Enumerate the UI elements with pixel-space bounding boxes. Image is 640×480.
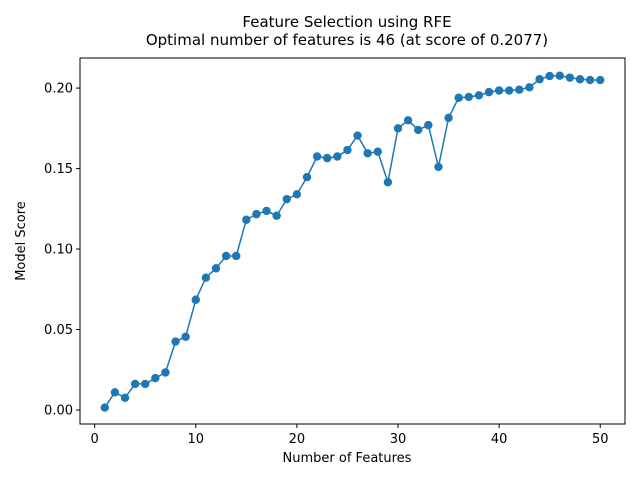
score-point bbox=[151, 373, 160, 383]
x-tick-label: 10 bbox=[188, 432, 205, 447]
score-point bbox=[282, 194, 291, 204]
score-point bbox=[262, 206, 271, 216]
score-point bbox=[323, 153, 332, 163]
score-point bbox=[181, 332, 190, 341]
score-point bbox=[312, 152, 322, 161]
score-point bbox=[232, 251, 241, 261]
score-point bbox=[272, 211, 281, 220]
x-tick-label: 30 bbox=[390, 432, 407, 447]
score-point bbox=[171, 337, 180, 346]
plot-frame bbox=[79, 57, 626, 425]
score-point bbox=[585, 75, 595, 85]
score-point bbox=[403, 116, 413, 125]
score-point bbox=[383, 178, 393, 187]
chart-subtitle: Optimal number of features is 46 (at sco… bbox=[146, 31, 548, 49]
score-point bbox=[565, 73, 575, 82]
y-tick-label: 0.05 bbox=[44, 323, 73, 338]
score-point bbox=[424, 120, 433, 130]
chart-title: Feature Selection using RFE bbox=[242, 13, 451, 31]
score-point bbox=[444, 113, 453, 123]
y-tick-label: 0.20 bbox=[44, 82, 73, 97]
score-point bbox=[343, 145, 352, 155]
score-point bbox=[525, 83, 534, 92]
y-axis: 0.00 0.05 0.10 0.15 0.20 bbox=[44, 82, 80, 418]
y-axis-label: Model Score bbox=[14, 201, 29, 281]
score-point bbox=[130, 379, 140, 389]
score-point bbox=[100, 403, 109, 412]
x-axis-label: Number of Features bbox=[283, 451, 412, 466]
score-point bbox=[535, 75, 544, 84]
score-point bbox=[201, 273, 211, 282]
y-tick-label: 0.15 bbox=[44, 162, 73, 177]
x-tick-label: 20 bbox=[289, 432, 306, 447]
score-point bbox=[494, 86, 504, 95]
score-point bbox=[120, 393, 130, 402]
x-tick-label: 40 bbox=[491, 432, 508, 447]
score-point bbox=[161, 368, 170, 377]
score-point bbox=[141, 379, 150, 389]
score-point bbox=[221, 251, 231, 261]
score-point bbox=[454, 93, 463, 102]
score-point bbox=[434, 162, 443, 172]
score-point bbox=[333, 152, 342, 161]
score-point bbox=[555, 71, 564, 80]
score-point bbox=[575, 75, 585, 84]
score-point bbox=[252, 209, 261, 219]
y-tick-label: 0.00 bbox=[44, 403, 73, 418]
score-point bbox=[596, 75, 605, 85]
score-point bbox=[393, 124, 403, 133]
score-point bbox=[373, 147, 382, 156]
score-point bbox=[292, 190, 302, 199]
plot-area bbox=[100, 71, 605, 412]
score-point bbox=[110, 388, 120, 397]
y-tick-label: 0.10 bbox=[44, 243, 73, 258]
score-point bbox=[211, 264, 221, 273]
score-point bbox=[515, 85, 524, 94]
score-point bbox=[464, 92, 473, 102]
score-point bbox=[484, 87, 494, 97]
score-point bbox=[545, 71, 554, 81]
score-point bbox=[474, 91, 484, 100]
x-tick-label: 50 bbox=[592, 432, 609, 447]
score-point bbox=[191, 295, 200, 304]
score-point bbox=[353, 131, 362, 140]
score-point bbox=[302, 172, 312, 182]
x-tick-label: 0 bbox=[91, 432, 99, 447]
x-axis: 0 10 20 30 40 50 bbox=[91, 424, 609, 447]
score-point bbox=[242, 215, 251, 224]
score-point bbox=[414, 125, 423, 135]
score-point bbox=[363, 149, 372, 158]
score-point bbox=[505, 86, 514, 95]
